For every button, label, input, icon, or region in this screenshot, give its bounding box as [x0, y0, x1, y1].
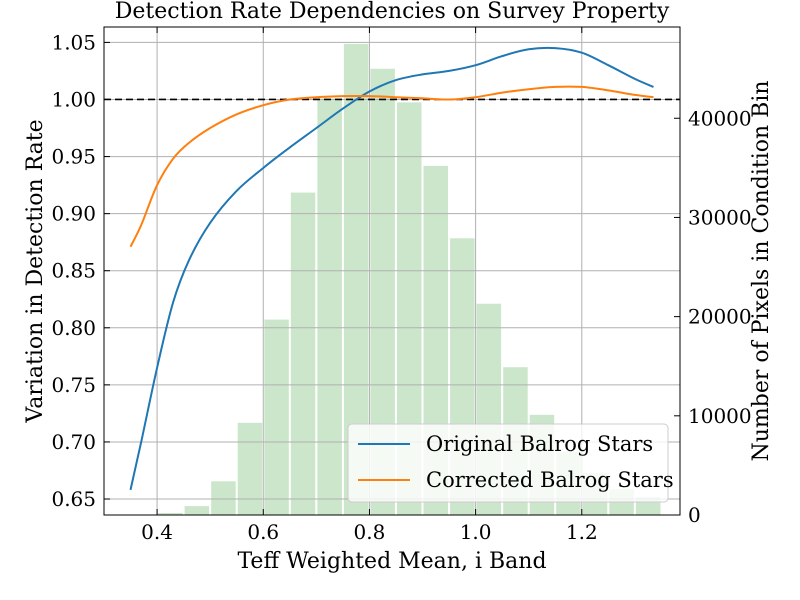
series-line-corrected-balrog-stars: [129, 85, 654, 248]
y2-tick-label: 0: [688, 503, 701, 527]
y2-tick-label: 20000: [688, 305, 752, 329]
series-lines: [129, 46, 654, 491]
histogram-bar: [184, 506, 210, 515]
histogram-bar: [211, 481, 236, 515]
y-tick-label: 0.75: [51, 373, 96, 397]
x-tick-label: 1.2: [566, 520, 598, 544]
y-tick-label: 0.90: [51, 202, 96, 226]
legend-box: [347, 423, 669, 503]
x-axis-title: Teff Weighted Mean, i Band: [237, 549, 546, 574]
y-tick-label: 0.80: [51, 316, 96, 340]
histogram-bar: [317, 98, 342, 516]
y2-tick-label: 10000: [688, 404, 752, 428]
x-tick-label: 0.8: [354, 520, 386, 544]
legend: Original Balrog Stars Corrected Balrog St…: [347, 423, 674, 503]
histogram-bar: [290, 192, 316, 515]
y2-axis-title: Number of Pixels in Condition Bin: [749, 80, 774, 461]
legend-label-corrected-balrog-stars: Corrected Balrog Stars: [426, 468, 674, 492]
histogram-bar: [264, 319, 289, 515]
axis-ticks: 0.4 0.6 0.8 1.0 1.2 0.65 0.70 0.75 0.80 0.85 0.90 0…: [51, 27, 752, 544]
x-tick-label: 0.6: [247, 520, 279, 544]
y2-tick-label: 40000: [688, 106, 752, 130]
y-tick-label: 0.70: [51, 430, 96, 454]
chart-title: Detection Rate Dependencies on Survey Pr…: [115, 0, 670, 24]
y-axis-title: Variation in Detection Rate: [23, 119, 48, 423]
y-tick-label: 1.05: [51, 30, 96, 54]
y-tick-label: 0.95: [51, 145, 96, 169]
x-tick-label: 0.4: [141, 520, 173, 544]
y-tick-label: 0.65: [51, 487, 96, 511]
legend-label-original-balrog-stars: Original Balrog Stars: [426, 432, 653, 456]
y-tick-label: 0.85: [51, 259, 96, 283]
y2-tick-label: 30000: [688, 205, 752, 229]
y-tick-label: 1.00: [51, 87, 96, 111]
x-tick-label: 1.0: [460, 520, 492, 544]
histogram-bar: [237, 422, 263, 515]
histogram-bar: [158, 513, 183, 515]
series-line-original-balrog-stars: [129, 46, 654, 491]
